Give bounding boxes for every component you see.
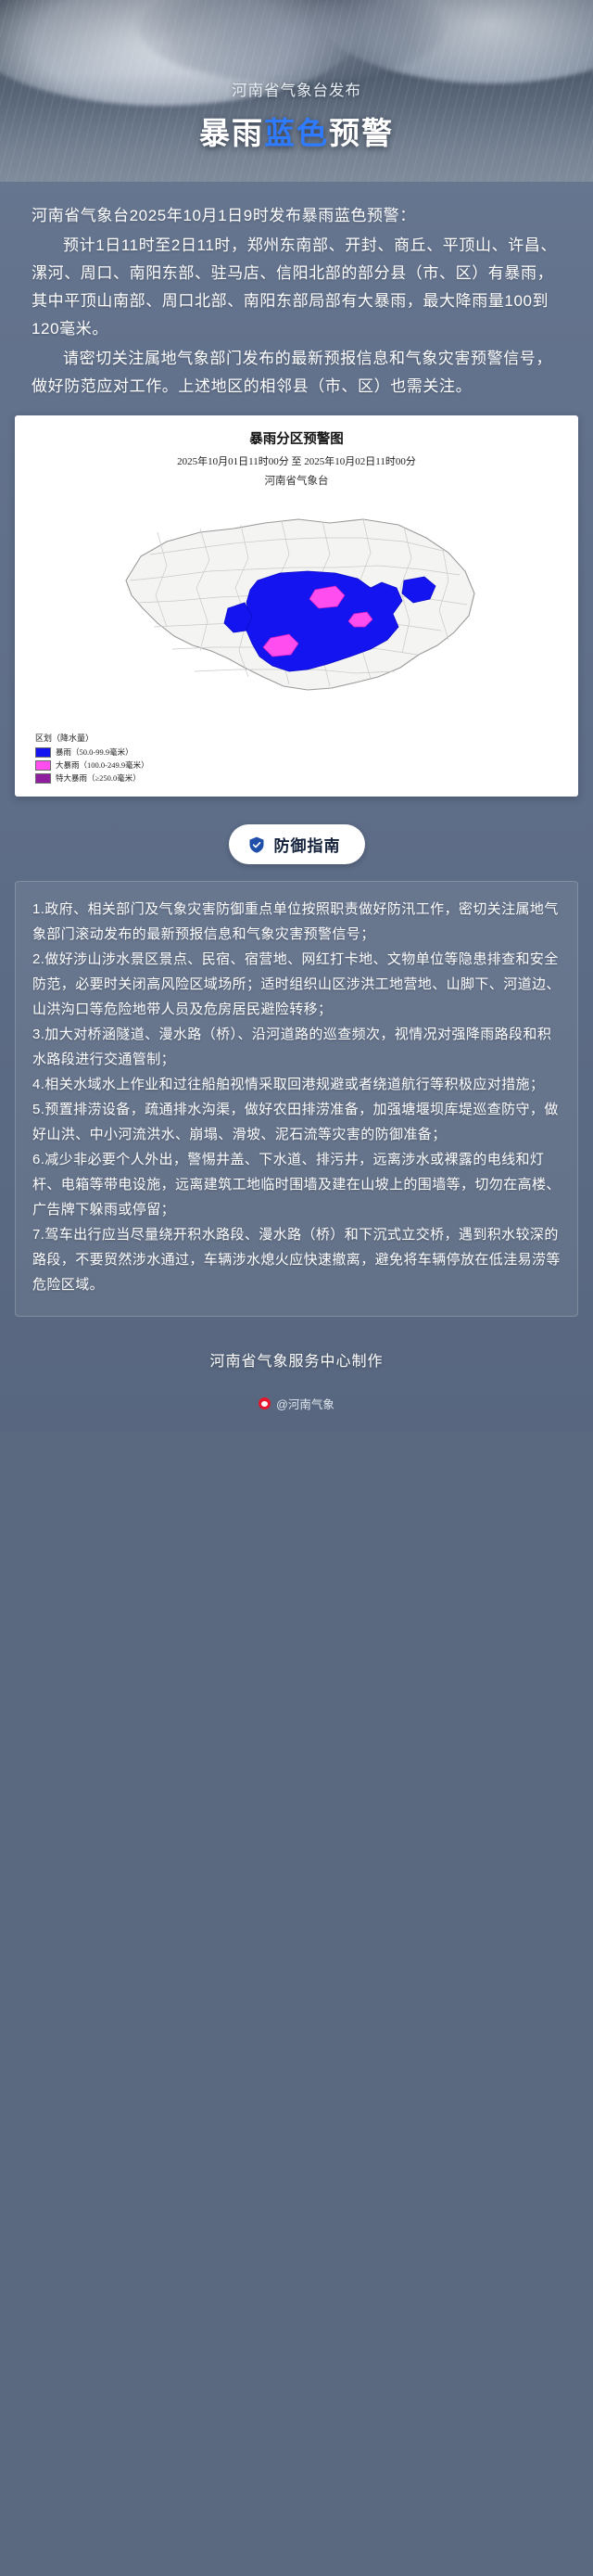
- footer-credit: 河南省气象服务中心制作: [209, 1354, 384, 1370]
- guide-item: 6.减少非必要个人外出，警惕井盖、下水道、排污井，远离涉水或裸露的电线和灯杆、电…: [32, 1152, 561, 1218]
- rain-texture: [0, 0, 593, 182]
- warning-map-card: 暴雨分区预警图 2025年10月01日11时00分 至 2025年10月02日1…: [15, 415, 578, 797]
- weibo-account-label: @河南气象: [276, 1398, 334, 1411]
- legend-label: 大暴雨（100.0-249.9毫米）: [56, 760, 149, 770]
- legend-swatch: [35, 772, 51, 784]
- weibo-icon: [259, 1397, 271, 1409]
- legend-label: 特大暴雨（≥250.0毫米）: [56, 773, 141, 783]
- hero-overlay: [0, 0, 593, 182]
- report-body: 河南省气象台2025年10月1日9时发布暴雨蓝色预警： 预计1日11时至2日11…: [0, 182, 593, 401]
- legend-label: 暴雨（50.0-99.9毫米）: [56, 747, 133, 757]
- henan-map-svg: [125, 518, 475, 691]
- guide-item: 5.预置排涝设备，疏通排水沟渠，做好农田排涝准备，加强塘堰坝库堤巡查防守，做好山…: [32, 1102, 559, 1142]
- page-title: 暴雨蓝色预警: [0, 108, 593, 153]
- shield-icon: [247, 835, 266, 854]
- legend-item: 暴雨（50.0-99.9毫米）: [35, 746, 578, 758]
- torrential-rain-area: [262, 585, 373, 657]
- legend-title: 区划（降水量）: [35, 733, 95, 743]
- guide-item: 4.相关水域水上作业和过往船舶视情采取回港规避或者绕道航行等积极应对措施；: [32, 1077, 545, 1092]
- guide-header-label: 防御指南: [273, 837, 341, 855]
- guide-item: 3.加大对桥涵隧道、漫水路（桥）、沿河道路的巡查频次，视情况对强降雨路段和积水路…: [32, 1027, 552, 1067]
- title-suffix: 预警: [329, 116, 394, 150]
- legend-swatch: [35, 746, 51, 758]
- report-paragraph-2: 预计1日11时至2日11时，郑州东南部、开封、商丘、平顶山、许昌、漯河、周口、南…: [32, 236, 558, 338]
- map-canvas: [15, 491, 578, 731]
- report-paragraph-1: 河南省气象台2025年10月1日9时发布暴雨蓝色预警：: [32, 207, 416, 224]
- hero-banner: 河南省气象台发布 暴雨蓝色预警: [0, 0, 593, 182]
- map-time-range: 2025年10月01日11时00分 至 2025年10月02日11时00分: [177, 456, 416, 467]
- guide-item: 1.政府、相关部门及气象灾害防御重点单位按照职责做好防汛工作，密切关注属地气象部…: [32, 901, 559, 942]
- guide-panel: 1.政府、相关部门及气象灾害防御重点单位按照职责做好防汛工作，密切关注属地气象部…: [15, 881, 578, 1317]
- hero-issuer: 河南省气象台发布: [232, 83, 361, 99]
- title-highlight: 蓝色: [264, 116, 329, 150]
- map-org: 河南省气象台: [264, 476, 329, 487]
- report-paragraph-3: 请密切关注属地气象部门发布的最新预报信息和气象灾害预警信号，做好防范应对工作。上…: [32, 350, 552, 395]
- guide-header: 防御指南: [0, 824, 593, 864]
- map-title: 暴雨分区预警图: [249, 432, 344, 447]
- guide-header-pill: 防御指南: [228, 824, 365, 864]
- legend-item: 特大暴雨（≥250.0毫米）: [35, 772, 578, 784]
- map-legend: 区划（降水量） 暴雨（50.0-99.9毫米） 大暴雨（100.0-249.9毫…: [35, 733, 578, 784]
- legend-swatch: [35, 759, 51, 771]
- legend-item: 大暴雨（100.0-249.9毫米）: [35, 759, 578, 771]
- hero-text-block: 河南省气象台发布 暴雨蓝色预警: [0, 78, 593, 153]
- page-root: 河南省气象台发布 暴雨蓝色预警 河南省气象台2025年10月1日9时发布暴雨蓝色…: [0, 0, 593, 1433]
- guide-item: 2.做好涉山涉水景区景点、民宿、宿营地、网红打卡地、文物单位等隐患排查和安全防范…: [32, 951, 561, 1017]
- weibo-handle[interactable]: @河南气象: [0, 1371, 593, 1433]
- title-prefix: 暴雨: [199, 116, 264, 150]
- guide-item: 7.驾车出行应当尽量绕开积水路段、漫水路（桥）和下沉式立交桥，遇到积水较深的路段…: [32, 1227, 561, 1293]
